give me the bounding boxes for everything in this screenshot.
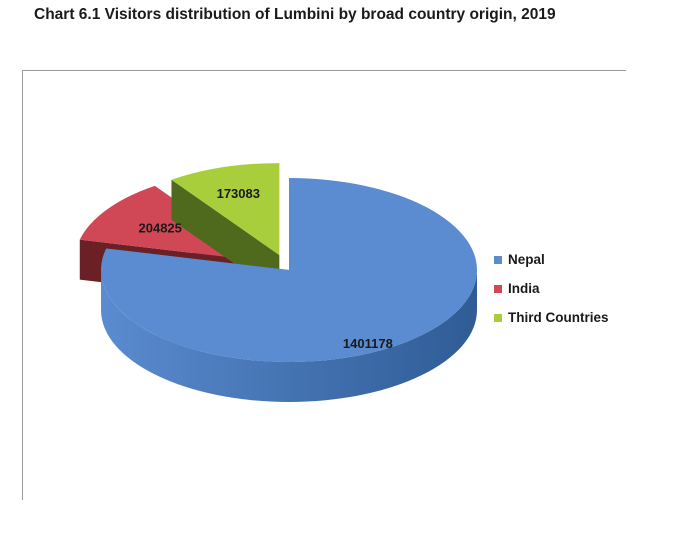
data-label-third-countries: 173083 <box>217 186 260 201</box>
legend-swatch-nepal <box>494 255 502 264</box>
slice-nepal-top <box>101 178 478 362</box>
legend-label-nepal: Nepal <box>508 252 545 267</box>
legend-swatch-india <box>494 284 502 293</box>
legend: Nepal India Third Countries <box>494 245 609 332</box>
chart-frame <box>22 70 626 500</box>
slice-nepal <box>101 178 478 402</box>
data-label-india: 204825 <box>139 221 182 236</box>
legend-label-india: India <box>508 281 540 296</box>
slice-third-countries-top <box>171 163 280 256</box>
data-label-nepal: 1401178 <box>343 336 393 351</box>
slice-nepal-side-0 <box>101 270 477 402</box>
legend-item-third-countries: Third Countries <box>494 303 609 332</box>
legend-item-nepal: Nepal <box>494 245 609 274</box>
chart-title: Chart 6.1 Visitors distribution of Lumbi… <box>34 6 556 23</box>
legend-item-india: India <box>494 274 609 303</box>
legend-swatch-third-countries <box>494 313 502 322</box>
legend-label-third-countries: Third Countries <box>508 310 609 325</box>
